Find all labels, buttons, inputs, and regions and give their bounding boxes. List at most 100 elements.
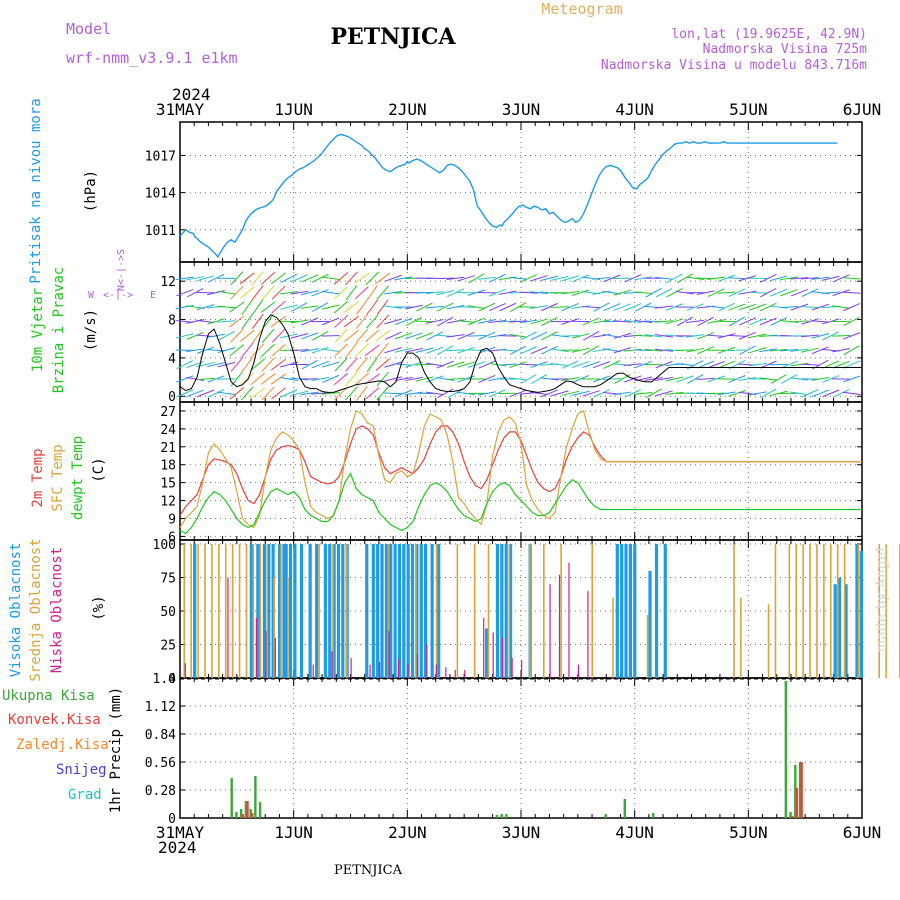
top-xtick-label: 1JUN — [274, 100, 313, 119]
wind-arrow — [655, 305, 674, 309]
low-cloud-bar — [464, 669, 466, 678]
mid-cloud-bar — [266, 544, 269, 678]
wind-arrow — [343, 315, 359, 328]
low-cloud-bar — [274, 637, 276, 678]
wind-arrow — [561, 376, 580, 382]
ytick-label: 6 — [168, 530, 176, 545]
wind-arrow — [519, 319, 538, 324]
wind-arrow — [425, 305, 444, 309]
wind-arrow — [384, 305, 403, 309]
wind-arrow — [634, 302, 652, 312]
ytick-label: 0.56 — [145, 756, 176, 771]
mid-cloud-bar — [816, 544, 818, 678]
wind-arrow — [229, 344, 245, 357]
low-cloud-bar — [407, 664, 409, 678]
wind-arrow — [728, 375, 746, 383]
bottom-xtick-label: 1JUN — [274, 823, 313, 842]
wind-arrow — [345, 357, 358, 372]
wind-arrow — [697, 360, 715, 369]
wind-arrow — [561, 390, 580, 396]
wind-arrow — [498, 276, 517, 281]
wind-arrow — [790, 391, 809, 396]
wind-arrow — [603, 360, 621, 369]
wind-arrow — [251, 328, 264, 344]
wind-arrow — [186, 288, 204, 298]
wind-arrow — [749, 347, 767, 354]
ytick-label: 12 — [160, 495, 176, 510]
wind-arrow — [311, 346, 329, 354]
wind-arrow — [821, 291, 840, 294]
wind-arrow — [457, 361, 475, 368]
wind-arrow — [530, 331, 548, 341]
top-xtick-label: 4JUN — [615, 100, 654, 119]
wind-arrow — [229, 315, 245, 328]
ytick-label: 0 — [168, 672, 176, 687]
temp-axis-title: 2m Temp SFC Temp dewpt Temp (C) — [30, 436, 107, 520]
ytick-label: 12 — [160, 275, 176, 290]
wind-arrow — [405, 316, 423, 327]
wind-arrow — [759, 302, 777, 312]
wind-arrow — [697, 346, 715, 355]
wind-arrow — [447, 288, 464, 297]
wind-speed-line — [179, 314, 862, 393]
station-title: PETNJICA — [330, 24, 456, 50]
conv-precip-bar — [795, 788, 799, 818]
wind-arrow — [655, 390, 673, 397]
wind-arrow — [457, 275, 475, 282]
low-cloud-bar — [521, 660, 523, 678]
wind-arrow — [478, 302, 496, 312]
wind-arrow — [207, 389, 225, 398]
wind-arrow — [666, 288, 683, 298]
wind-arrow — [530, 305, 548, 310]
wind-arrow — [446, 349, 465, 352]
mid-cloud-bar — [231, 544, 234, 678]
wind-arrow — [540, 275, 559, 281]
wind-arrow — [686, 347, 705, 353]
wind-arrow — [561, 318, 579, 325]
low-cloud-bar — [502, 637, 504, 678]
wind-arrow — [176, 289, 194, 297]
mid-cloud-bar — [646, 615, 649, 678]
wind-arrow — [498, 290, 517, 295]
high-cloud-bar — [389, 544, 393, 678]
wind-arrow — [769, 390, 788, 396]
high-cloud-bar — [341, 544, 345, 678]
wind-arrow — [415, 332, 433, 340]
wind-arrow — [207, 273, 225, 283]
wind-arrow — [250, 372, 265, 386]
ytick-label: 1011 — [145, 224, 176, 239]
wind-arrow — [321, 361, 340, 368]
wind-arrow — [384, 290, 403, 295]
wind-arrow — [384, 347, 402, 354]
wind-arrow — [592, 276, 611, 280]
top-xtick-labels: 31MAY 1JUN 2JUN 3JUN 4JUN 5JUN 6JUN — [156, 100, 881, 119]
wind-arrow — [251, 343, 265, 358]
mid-cloud-bar — [885, 544, 887, 678]
wind-arrow — [322, 374, 340, 384]
wind-arrow — [375, 330, 391, 342]
wind-arrow — [519, 291, 538, 294]
wind-arrow — [218, 331, 235, 341]
wind-arrow — [530, 391, 548, 396]
wind-arrow — [271, 387, 286, 400]
wind-arrow — [572, 361, 590, 369]
wind-arrow — [550, 334, 569, 338]
wind-arrow — [457, 320, 476, 323]
wind-arrow — [769, 348, 788, 352]
wind-arrow — [739, 345, 756, 355]
mid-cloud-bar — [435, 544, 438, 678]
wind-arrow — [241, 313, 253, 330]
wind-arrow — [301, 359, 318, 370]
wind-arrow — [624, 274, 642, 283]
wind-arrow — [301, 332, 319, 340]
wind-arrow — [334, 386, 348, 401]
wind-arrow — [241, 357, 253, 373]
wind-arrow — [196, 377, 215, 381]
wind-arrow — [811, 389, 829, 398]
wind-arrow — [271, 285, 286, 300]
wind-arrow — [572, 274, 590, 283]
low-cloud-bar — [511, 657, 513, 678]
wind-arrow — [322, 317, 340, 326]
wind-arrow — [634, 319, 653, 324]
low-cloud-bar — [549, 584, 551, 678]
